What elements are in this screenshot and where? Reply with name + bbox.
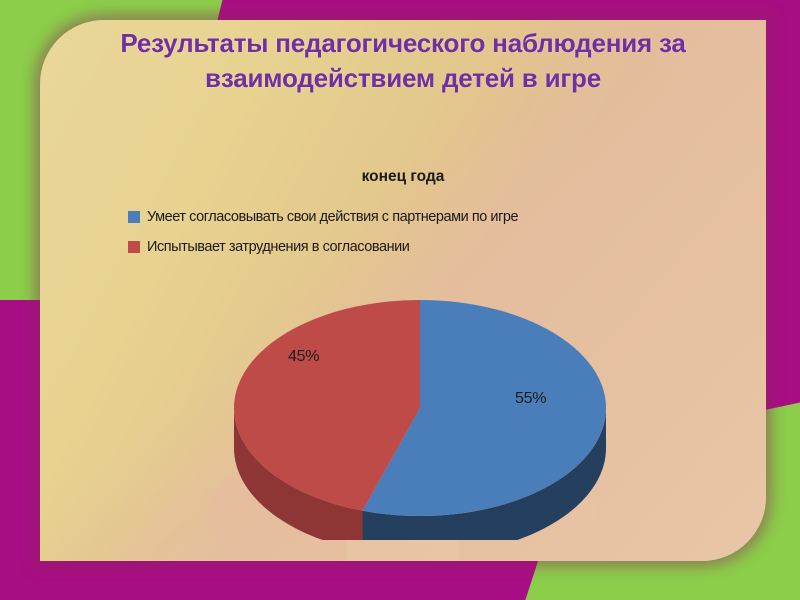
page-title: Результаты педагогического наблюдения за… [120, 28, 686, 93]
pie-slice-side [234, 408, 363, 540]
pie-chart: 45% 55% [210, 290, 630, 540]
pie-slice-side [362, 409, 606, 540]
chart-title: конец года [361, 168, 445, 185]
legend-swatch-blue-icon [128, 211, 140, 223]
chart-legend: Умеет согласовывать свои действия с парт… [128, 202, 748, 262]
pie-chart-svg [233, 300, 606, 540]
legend-item-blue: Умеет согласовывать свои действия с парт… [128, 202, 748, 232]
pie-slice-label-red: 45% [288, 348, 320, 365]
pie-slice [233, 300, 420, 511]
legend-label-red: Испытывает затруднения в согласовании [147, 239, 410, 255]
pie-slice [362, 300, 606, 516]
legend-item-red: Испытывает затруднения в согласовании [128, 232, 748, 262]
legend-label-blue: Умеет согласовывать свои действия с парт… [147, 209, 519, 225]
content-panel: Результаты педагогического наблюдения за… [40, 20, 766, 561]
legend-swatch-red-icon [128, 241, 140, 253]
pie-slice-label-blue: 55% [515, 390, 547, 407]
